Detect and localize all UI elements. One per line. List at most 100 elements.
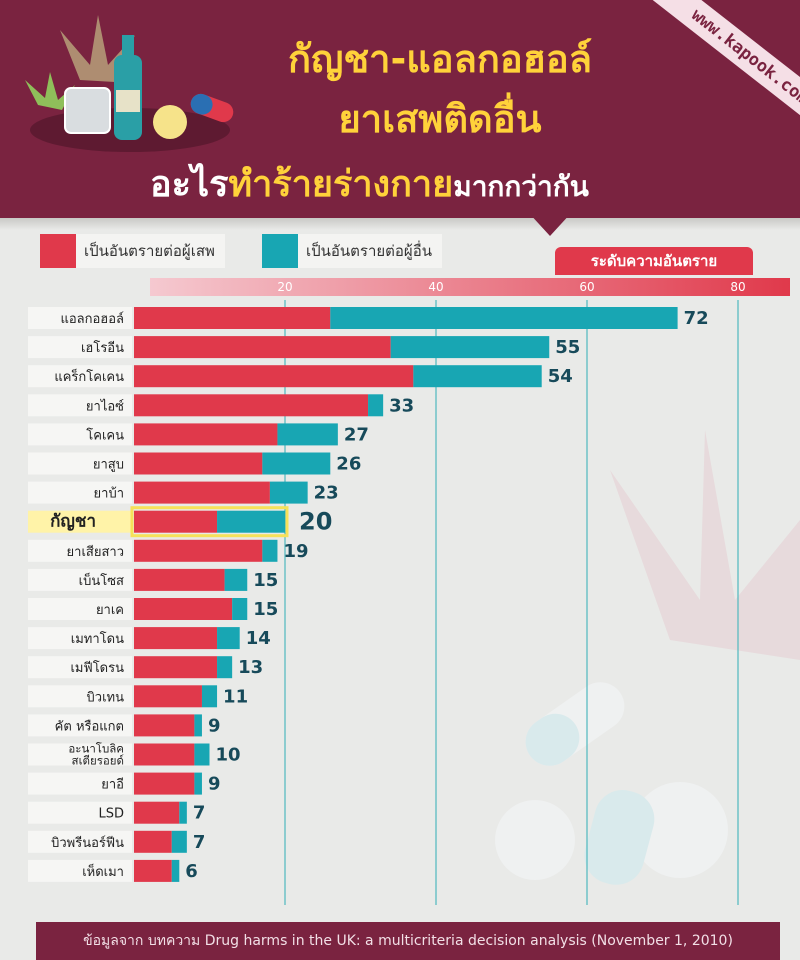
bar-self (134, 859, 172, 882)
category-label: แอลกอฮอล์ (60, 311, 124, 327)
pill-icon (153, 105, 187, 139)
legend-others-swatch (262, 234, 298, 268)
value-label: 23 (314, 483, 339, 504)
bar-others (413, 365, 542, 388)
value-label: 72 (684, 308, 709, 329)
bar-others (171, 830, 187, 853)
category-label-bg (28, 743, 132, 766)
value-label: 7 (193, 803, 206, 824)
category-label-bg (28, 598, 132, 620)
value-label: 19 (283, 541, 308, 562)
category-label-bg (28, 801, 132, 824)
category-label: เบ็นโซส (79, 571, 124, 589)
bar-others (194, 714, 202, 737)
bar-self (134, 539, 263, 562)
category-label: แคร็กโคเคน (54, 367, 124, 385)
bar-self (134, 336, 391, 359)
legend-self-swatch (40, 234, 76, 268)
category-label: ยาเค (96, 603, 124, 618)
bar-others (330, 307, 678, 329)
category-label-bg (28, 539, 132, 562)
value-label: 9 (208, 715, 221, 736)
bar-others (390, 336, 550, 359)
pill-watermark-icon (632, 782, 728, 878)
category-label-bg (28, 365, 132, 388)
category-label: สเตียรอยด์ (72, 754, 124, 768)
header-shadow (0, 218, 800, 230)
value-label: 13 (238, 657, 263, 678)
value-label: 55 (555, 337, 580, 358)
value-label: 6 (185, 861, 198, 882)
bar-self (134, 394, 369, 417)
legend-self: เป็นอันตรายต่อผู้เสพ (40, 234, 225, 268)
highlight-outline (130, 506, 289, 538)
value-label: 14 (246, 628, 271, 649)
scale-title: ระดับความอันตราย (555, 247, 753, 275)
title-line-1: กัญชา-แอลกอฮอล์ (287, 37, 593, 81)
category-label-bg (28, 685, 132, 708)
category-label-bg (28, 627, 132, 650)
value-label: 33 (389, 395, 414, 416)
category-label: ยาไอซ์ (86, 398, 124, 414)
bar-others (217, 510, 285, 533)
category-label-bg (28, 394, 132, 417)
bar-self (134, 365, 414, 388)
leaf-icon (25, 72, 75, 110)
legend-others-label: เป็นอันตรายต่อผู้อื่น (306, 242, 432, 260)
bar-self (134, 685, 202, 708)
title-line-3: อะไรทำร้ายร่างกายมากกว่ากัน (150, 155, 589, 212)
bar-self (134, 743, 195, 766)
category-label-bg (28, 481, 132, 504)
title-line-3-part-c: มากกว่ากัน (453, 170, 589, 203)
category-label-bg (28, 452, 132, 475)
category-label-bg (28, 510, 132, 533)
value-label: 15 (253, 599, 278, 620)
source-footer: ข้อมูลจาก บทความ Drug harms in the UK: a… (36, 922, 780, 960)
category-label: เฮโรอีน (81, 340, 124, 356)
title-line-3-part-b: ทำร้ายร่างกาย (228, 164, 454, 205)
bar-self (134, 568, 225, 591)
bar-self (134, 452, 263, 475)
bar-others (262, 539, 278, 562)
legend-self-label: เป็นอันตรายต่อผู้เสพ (84, 242, 215, 260)
capsule-watermark-icon (584, 790, 655, 885)
x-tick-label: 40 (428, 280, 443, 294)
category-label: กัญชา (50, 512, 96, 532)
pill-watermark-icon (495, 800, 575, 880)
category-label: LSD (98, 807, 124, 822)
bar-others (269, 481, 308, 504)
category-label-bg (28, 714, 132, 737)
title-line-2: ยาเสพติดอื่น (338, 97, 542, 141)
bar-self (134, 801, 180, 824)
leaf-watermark-icon (610, 430, 800, 660)
bar-others (179, 801, 187, 824)
value-label: 7 (193, 832, 206, 853)
category-label: ยาสูบ (93, 458, 124, 473)
bar-self (134, 656, 218, 679)
value-label: 15 (253, 570, 278, 591)
category-label-bg (28, 830, 132, 853)
category-label-bg (28, 859, 132, 882)
bars: แอลกอฮอล์ 72 เฮโรอีน 55 แคร็กโคเคน 54 ยาไอซ์ 33… (28, 307, 709, 882)
bar-others (171, 859, 180, 882)
bar-others (262, 452, 331, 475)
category-label: ยาเสียสาว (67, 544, 124, 560)
value-label: 54 (548, 366, 573, 387)
bar-self (134, 423, 278, 446)
category-label-bg (28, 307, 132, 329)
category-label: ยาอี (101, 777, 124, 793)
value-label: 10 (216, 745, 241, 766)
bar-others (277, 423, 338, 446)
category-label: คัต หรือแกต (55, 718, 124, 734)
bar-others (232, 598, 248, 620)
category-label-bg (28, 568, 132, 591)
background-decoration (495, 430, 800, 885)
x-axis-band (150, 278, 790, 296)
value-label: 9 (208, 774, 221, 795)
bar-others (217, 656, 233, 679)
value-label: 27 (344, 424, 369, 445)
bar-self (134, 481, 270, 504)
category-label: โคเคน (86, 427, 124, 443)
value-label: 26 (336, 454, 361, 475)
drugs-illustration (25, 15, 234, 152)
